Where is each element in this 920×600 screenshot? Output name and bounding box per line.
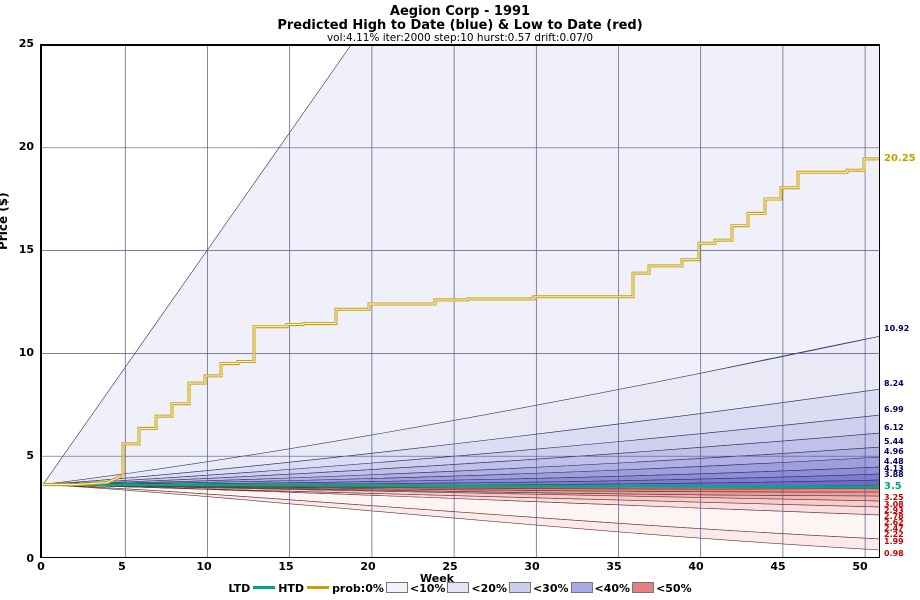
legend-band-30: <30% [532, 582, 569, 595]
legend-band-40: <40% [594, 582, 631, 595]
chart-legend: LTD HTD prob:0% <10% <20% <30% <40% <50% [0, 582, 920, 595]
right-label-4-13: 4.13 [884, 464, 904, 473]
legend-band-swatch-30 [508, 582, 531, 593]
legend-band-swatch-40 [570, 582, 593, 593]
right-label-6-12: 6.12 [884, 423, 904, 432]
x-axis-title: Week [420, 572, 454, 585]
right-label-ltd: 3.5 [884, 481, 902, 492]
right-label-8-24: 8.24 [884, 379, 904, 388]
legend-band-swatch-10 [385, 582, 408, 593]
y-tick-15: 15 [18, 243, 34, 256]
htd-series [42, 483, 879, 489]
chart-subtitle: Predicted High to Date (blue) & Low to D… [277, 18, 643, 33]
x-tick-15: 15 [278, 560, 294, 573]
right-label-3-88: 3.88 [884, 470, 904, 479]
y-axis-title: Price ($) [0, 192, 10, 250]
x-tick-45: 45 [770, 560, 786, 573]
right-label-6-99: 6.99 [884, 405, 904, 414]
x-tick-5: 5 [118, 560, 126, 573]
right-label-htd: 20.25 [884, 153, 916, 164]
x-tick-50: 50 [852, 560, 868, 573]
x-tick-35: 35 [606, 560, 622, 573]
chart-svg [41, 45, 879, 557]
right-label-2-93: 2.93 [884, 506, 904, 515]
x-tick-40: 40 [688, 560, 704, 573]
right-label-2-78: 2.78 [884, 512, 904, 521]
legend-band-swatch-20 [447, 582, 470, 593]
right-label-0-98: 0.98 [884, 549, 904, 558]
right-label-5-44: 5.44 [884, 437, 904, 446]
legend-htd-label: HTD [278, 582, 305, 595]
x-tick-20: 20 [360, 560, 376, 573]
right-label-1-99: 1.99 [884, 537, 904, 546]
legend-band-swatch-50 [632, 582, 655, 593]
x-tick-0: 0 [37, 560, 45, 573]
legend-ltd-swatch [307, 586, 330, 589]
legend-htd-swatch [253, 586, 276, 589]
chart-title: Aegion Corp - 1991 [389, 4, 531, 19]
y-tick-20: 20 [18, 140, 34, 153]
x-tick-30: 30 [524, 560, 540, 573]
ltd-series [43, 157, 879, 487]
legend-band-20: <20% [471, 582, 507, 595]
right-label-2-22: 2.22 [884, 530, 904, 539]
legend-band-50: <50% [656, 582, 692, 595]
legend-prob0-label: prob:0% [332, 582, 384, 595]
y-tick-5: 5 [26, 449, 34, 462]
right-label-3-08: 3.08 [884, 500, 904, 509]
right-label-4-48: 4.48 [884, 457, 904, 466]
y-tick-25: 25 [18, 37, 34, 50]
right-label-2-62: 2.62 [884, 518, 904, 527]
x-tick-25: 25 [442, 560, 458, 573]
right-label-3-25: 3.25 [884, 493, 904, 502]
right-label-4-96: 4.96 [884, 447, 904, 456]
chart-parameters: vol:4.11% iter:2000 step:10 hurst:0.57 d… [326, 32, 594, 44]
y-tick-0: 0 [26, 552, 34, 565]
x-tick-10: 10 [196, 560, 212, 573]
legend-band-10: <10% [409, 582, 446, 595]
legend-ltd-label: LTD [228, 582, 251, 595]
plot-area: ©www.textbiz.org The Research Foundation… [40, 44, 880, 558]
right-label-2-47: 2.47 [884, 524, 904, 533]
right-label-10-92: 10.92 [884, 324, 910, 333]
y-tick-10: 10 [18, 346, 34, 359]
